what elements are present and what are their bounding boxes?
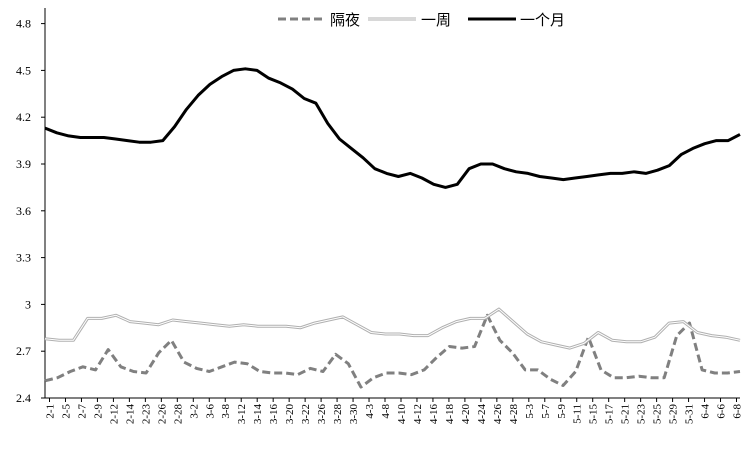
legend-label-0: 隔夜 bbox=[330, 11, 360, 29]
x-tick-label: 4-12 bbox=[412, 404, 424, 424]
x-tick-label: 4-16 bbox=[428, 404, 440, 425]
x-tick-label: 2-9 bbox=[92, 404, 104, 419]
x-tick-label: 6-4 bbox=[700, 404, 712, 419]
x-tick-label: 3-22 bbox=[300, 404, 312, 424]
x-tick-label: 4-18 bbox=[444, 404, 456, 425]
x-tick-label: 2-28 bbox=[172, 404, 184, 425]
legend: 隔夜 一周 一个月 bbox=[278, 11, 565, 29]
x-tick-label: 2-5 bbox=[60, 404, 72, 419]
y-tick-label: 2.4 bbox=[16, 391, 31, 405]
x-tick-label: 4-10 bbox=[396, 404, 408, 425]
x-tick-label: 2-7 bbox=[76, 404, 88, 419]
series-line-1-inner bbox=[44, 308, 741, 349]
x-tick-label: 5-29 bbox=[668, 404, 680, 425]
y-tick-label: 3.3 bbox=[16, 251, 31, 265]
x-tick-label: 5-31 bbox=[684, 404, 696, 424]
x-tick-label: 4-24 bbox=[476, 404, 488, 425]
y-tick-label: 3.6 bbox=[16, 204, 31, 218]
x-tick-label: 3-2 bbox=[188, 404, 200, 419]
y-tick-label: 4.2 bbox=[16, 110, 31, 124]
y-tick-label: 3 bbox=[25, 297, 31, 311]
x-tick-label: 3-28 bbox=[332, 404, 344, 425]
y-tick-label: 3.9 bbox=[16, 157, 31, 171]
x-tick-label: 5-11 bbox=[572, 404, 584, 424]
x-tick-label: 3-30 bbox=[348, 404, 360, 425]
y-tick-label: 2.7 bbox=[16, 344, 31, 358]
x-tick-label: 5-3 bbox=[524, 404, 536, 419]
x-tick-label: 6-8 bbox=[732, 404, 744, 419]
x-tick-label: 4-3 bbox=[364, 404, 376, 419]
x-tick-label: 2-1 bbox=[45, 404, 57, 419]
x-tick-label: 3-6 bbox=[204, 404, 216, 419]
x-tick-label: 3-8 bbox=[220, 404, 232, 419]
x-tick-label: 4-28 bbox=[508, 404, 520, 425]
x-tick-label: 5-17 bbox=[604, 404, 616, 425]
x-tick-label: 5-25 bbox=[652, 404, 664, 425]
x-tick-label: 3-16 bbox=[268, 404, 280, 425]
legend-label-1: 一周 bbox=[421, 11, 451, 29]
x-tick-label: 5-7 bbox=[540, 404, 552, 419]
x-tick-label: 2-12 bbox=[108, 404, 120, 424]
x-tick-label: 3-14 bbox=[252, 404, 264, 425]
x-tick-label: 4-20 bbox=[460, 404, 472, 425]
x-tick-label: 2-26 bbox=[156, 404, 168, 425]
x-tick-label: 2-23 bbox=[140, 404, 152, 425]
y-axis: 2.4 2.7 3 3.3 3.6 3.9 4.2 4.5 4.8 bbox=[16, 8, 46, 405]
y-tick-label: 4.8 bbox=[16, 17, 31, 31]
x-axis: 2-1 2-5 2-7 2-9 2-12 2-14 2-23 2-26 2-28 3-2 3-6 3-… bbox=[45, 397, 744, 425]
x-tick-label: 3-26 bbox=[316, 404, 328, 425]
x-tick-label: 3-12 bbox=[236, 404, 248, 424]
x-tick-label: 4-26 bbox=[492, 404, 504, 425]
x-tick-label: 5-21 bbox=[620, 404, 632, 424]
x-tick-label: 3-20 bbox=[284, 404, 296, 425]
y-tick-label: 4.5 bbox=[16, 63, 31, 77]
series-layer bbox=[44, 67, 741, 389]
series-line-0 bbox=[44, 313, 741, 389]
x-tick-label: 2-14 bbox=[124, 404, 136, 425]
legend-label-2: 一个月 bbox=[520, 11, 565, 29]
x-tick-label: 5-9 bbox=[556, 404, 568, 419]
series-line-2 bbox=[44, 67, 741, 189]
x-tick-label: 5-15 bbox=[588, 404, 600, 425]
x-tick-label: 6-6 bbox=[716, 404, 728, 419]
x-tick-label: 5-23 bbox=[636, 404, 648, 425]
x-tick-label: 4-8 bbox=[380, 404, 392, 419]
